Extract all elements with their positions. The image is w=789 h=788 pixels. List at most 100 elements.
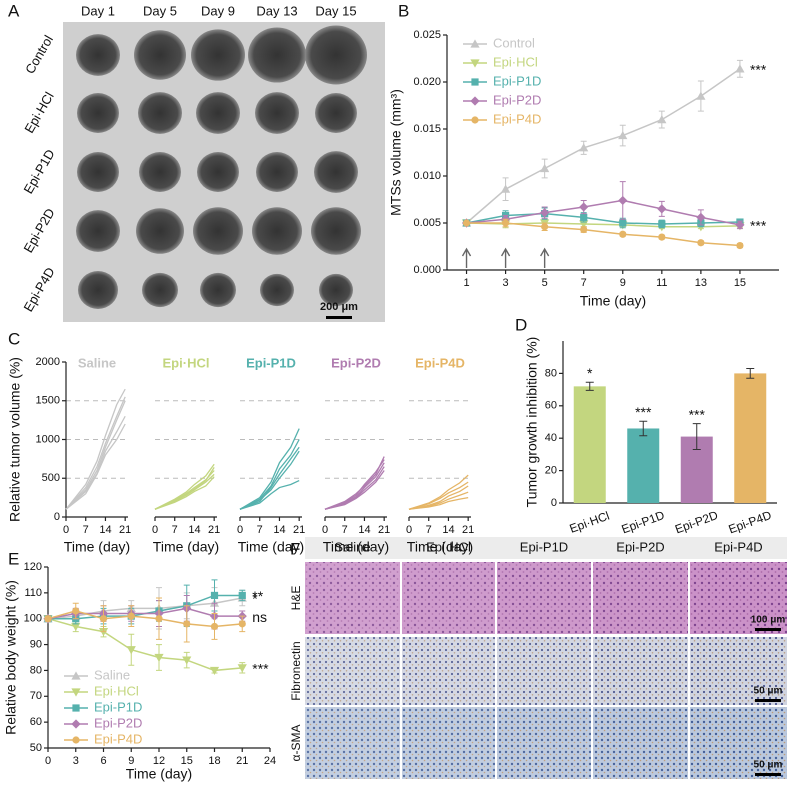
x-tick-label: 0 xyxy=(45,755,51,767)
marker xyxy=(696,212,706,222)
marker xyxy=(658,220,666,228)
series-line xyxy=(239,428,300,510)
x-tick-label: 14 xyxy=(273,524,285,536)
marker xyxy=(618,130,628,140)
spheroid xyxy=(76,34,120,76)
x-tick-label: 21 xyxy=(462,524,474,536)
spheroid xyxy=(196,92,240,134)
series-line xyxy=(65,396,126,510)
legend-marker xyxy=(72,704,80,712)
row-label: Epi·HCl xyxy=(21,89,56,135)
scale-bar xyxy=(755,699,781,702)
x-tick-label: Epi·HCl xyxy=(568,509,612,536)
spheroid xyxy=(315,93,357,133)
spheroid xyxy=(191,29,245,81)
marker xyxy=(237,664,247,673)
x-tick-label: 7 xyxy=(342,524,348,536)
error-bar xyxy=(585,381,594,391)
series-line xyxy=(65,415,126,510)
histology-image xyxy=(402,562,495,634)
spheroid xyxy=(193,207,243,255)
scale-bar xyxy=(755,628,781,631)
y-tick-label: 1000 xyxy=(36,433,60,445)
series-line xyxy=(239,446,300,510)
series-line xyxy=(65,400,126,510)
y-axis-title: Relative tumor volume (%) xyxy=(7,357,23,522)
marker xyxy=(154,653,164,663)
histology-image xyxy=(593,562,688,634)
spheroid xyxy=(77,93,119,133)
x-tick-label: Epi-P1D xyxy=(620,508,667,537)
series-line xyxy=(466,212,740,225)
y-tick-label: 100 xyxy=(24,613,42,625)
marker xyxy=(697,239,705,247)
x-tick-label: 14 xyxy=(99,524,111,536)
spheroid xyxy=(252,207,302,255)
marker xyxy=(155,615,163,623)
marker xyxy=(657,204,667,214)
y-tick-label: 0.005 xyxy=(413,217,441,229)
scale-bar-label: 50 μm xyxy=(754,760,783,771)
marker xyxy=(618,195,628,206)
chart-title: Saline xyxy=(78,355,116,370)
spheroid xyxy=(319,273,353,307)
histology-image xyxy=(593,707,688,779)
x-tick-label: 7 xyxy=(581,277,587,289)
y-tick-label: 80 xyxy=(30,664,42,676)
legend-marker xyxy=(471,78,479,86)
x-tick-label: 18 xyxy=(208,755,220,767)
spheroid xyxy=(260,273,294,307)
scale-bar-label: 50 μm xyxy=(754,686,783,697)
x-tick-label: 21 xyxy=(236,755,248,767)
x-tick-label: 0 xyxy=(237,524,243,536)
x-tick-label: 5 xyxy=(542,277,548,289)
series-line xyxy=(466,68,741,224)
legend-label: Epi-P1D xyxy=(94,699,142,714)
row-label: Epi-P4D xyxy=(20,265,57,314)
y-tick-label: 60 xyxy=(545,400,557,412)
x-tick-label: 12 xyxy=(153,755,165,767)
row-label: α-SMA xyxy=(289,725,303,762)
x-axis-title: Time (day) xyxy=(153,539,219,555)
marker xyxy=(72,607,80,615)
y-tick-label: 0.000 xyxy=(413,264,441,276)
marker xyxy=(209,666,220,676)
marker xyxy=(238,591,246,600)
x-tick-label: 0 xyxy=(63,524,69,536)
x-tick-label: 21 xyxy=(208,524,220,536)
x-tick-label: 9 xyxy=(128,755,134,767)
series-line xyxy=(239,479,300,510)
scale-bar xyxy=(755,773,781,776)
y-tick-label: 40 xyxy=(545,432,557,444)
spheroid xyxy=(248,27,306,83)
histology-image xyxy=(497,707,591,779)
y-tick-label: 0.015 xyxy=(413,123,441,135)
legend-marker xyxy=(71,688,81,697)
row-label: Fibronectin xyxy=(289,641,303,700)
spheroid xyxy=(139,152,181,192)
row-label: Epi-P1D xyxy=(20,147,57,196)
marker xyxy=(658,233,666,241)
annotation: *** xyxy=(252,661,269,677)
x-tick-label: 7 xyxy=(83,524,89,536)
column-label: Day 15 xyxy=(315,3,356,18)
series-line xyxy=(324,462,385,510)
marker xyxy=(540,163,550,173)
x-tick-label: 21 xyxy=(293,524,305,536)
x-tick-label: Epi-P2D xyxy=(673,508,720,537)
y-tick-label: 0 xyxy=(54,511,60,523)
x-tick-label: 14 xyxy=(358,524,370,536)
arrow xyxy=(540,247,550,268)
scale-bar xyxy=(326,316,352,319)
marker xyxy=(500,184,511,193)
spheroid xyxy=(256,152,298,192)
spheroid xyxy=(305,25,367,85)
marker xyxy=(541,223,549,231)
chart-title: Epi-P1D xyxy=(246,355,296,370)
spheroid xyxy=(136,208,184,254)
legend-marker xyxy=(71,671,81,680)
legend-marker xyxy=(72,736,80,744)
marker xyxy=(127,612,135,620)
x-tick-label: 3 xyxy=(503,277,509,289)
